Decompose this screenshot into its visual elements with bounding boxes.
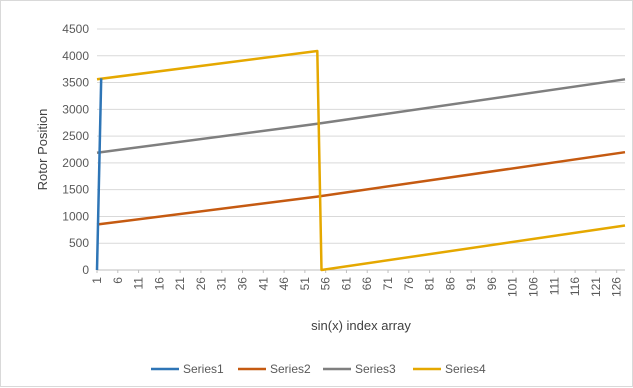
x-tick-label: 41	[256, 277, 270, 291]
x-tick-label: 31	[215, 277, 229, 291]
x-tick-label: 76	[402, 277, 416, 291]
x-tick-label: 51	[298, 277, 312, 291]
y-tick-label: 1500	[62, 183, 89, 197]
x-tick-label: 71	[381, 277, 395, 291]
series-line-series4	[96, 49, 626, 272]
x-tick-label: 126	[610, 277, 624, 297]
x-tick-label: 116	[568, 277, 582, 296]
x-tick-label: 101	[506, 277, 520, 297]
series-line-series1	[95, 78, 103, 271]
x-tick-label: 96	[485, 277, 499, 291]
series-line-series2	[96, 150, 626, 226]
y-tick-label: 1000	[62, 209, 89, 223]
legend-label: Series1	[183, 362, 224, 376]
x-tick-label: 36	[236, 277, 250, 291]
y-tick-label: 500	[69, 236, 89, 250]
y-tick-label: 2500	[62, 129, 89, 143]
x-tick-label: 91	[464, 277, 478, 291]
x-tick-label: 11	[132, 277, 146, 290]
series-line-series3	[96, 78, 626, 154]
x-tick-label: 46	[277, 277, 291, 291]
x-tick-label: 86	[443, 277, 457, 291]
legend: Series1 Series2 Series3 Series4	[151, 362, 486, 376]
x-axis-title: sin(x) index array	[311, 318, 411, 333]
y-tick-label: 4000	[62, 49, 89, 63]
gridlines	[97, 28, 625, 271]
y-tick-label: 0	[82, 263, 89, 277]
y-axis-title: Rotor Position	[35, 109, 50, 191]
y-tick-label: 2000	[62, 156, 89, 170]
x-tick-label: 61	[339, 277, 353, 291]
y-axis: 0 500 1000 1500 2000 2500 3000 3500 4000 4500	[62, 22, 89, 277]
y-tick-label: 4500	[62, 22, 89, 36]
y-tick-label: 3000	[62, 102, 89, 116]
x-tick-label: 66	[360, 277, 374, 291]
x-tick-label: 106	[527, 277, 541, 297]
series-lines	[95, 49, 626, 272]
x-tick-label: 6	[111, 277, 125, 284]
x-tick-label: 21	[173, 277, 187, 291]
legend-label: Series4	[445, 362, 486, 376]
x-tick-label: 16	[152, 277, 166, 291]
legend-label: Series3	[355, 362, 396, 376]
y-tick-label: 3500	[62, 76, 89, 90]
x-tick-label: 56	[319, 277, 333, 291]
x-axis: 1 6 11 16 21 26 31 36 41 46 51 56 61 66 71 76 81 86 91 96 10…	[90, 270, 624, 297]
x-tick-label: 121	[589, 277, 603, 297]
x-tick-label: 111	[547, 277, 561, 296]
x-tick-label: 81	[423, 277, 437, 291]
x-tick-label: 1	[90, 277, 104, 284]
x-tick-label: 26	[194, 277, 208, 291]
legend-label: Series2	[270, 362, 311, 376]
